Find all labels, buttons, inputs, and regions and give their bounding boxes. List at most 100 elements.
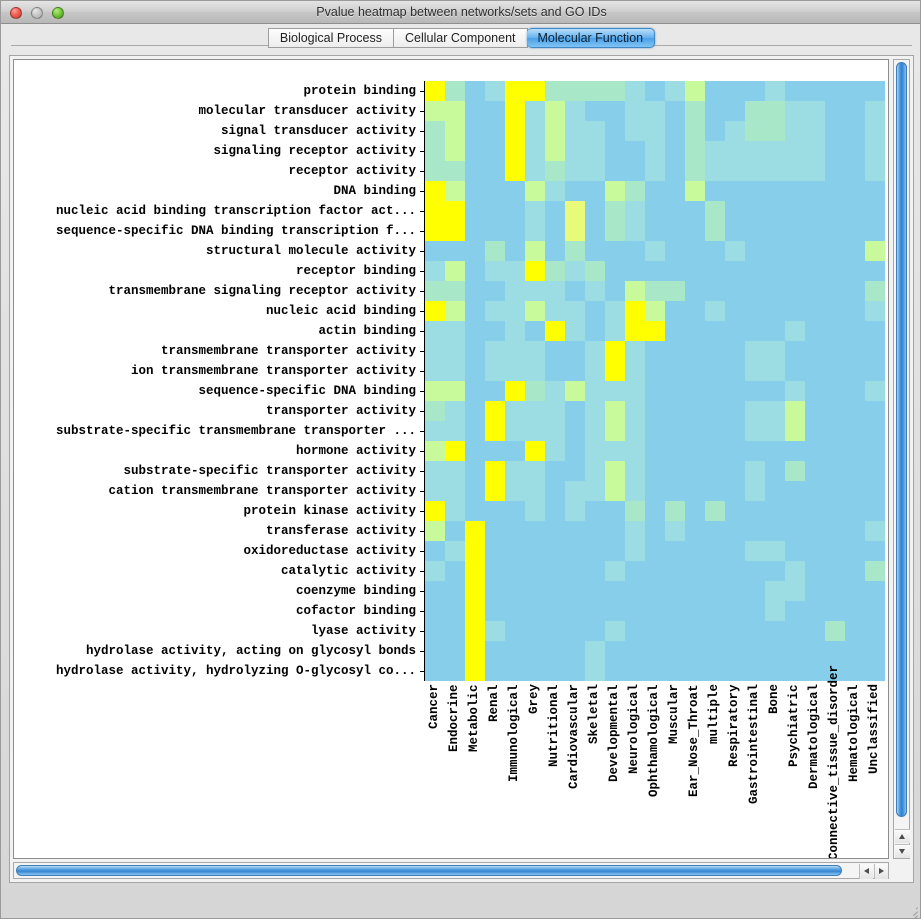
heatmap-cell[interactable]: [705, 101, 725, 121]
heatmap-cell[interactable]: [425, 281, 445, 301]
heatmap-cell[interactable]: [485, 241, 505, 261]
heatmap-cell[interactable]: [445, 561, 465, 581]
heatmap-cell[interactable]: [825, 421, 845, 441]
heatmap-cell[interactable]: [865, 81, 885, 101]
heatmap-cell[interactable]: [865, 461, 885, 481]
heatmap-cell[interactable]: [685, 81, 705, 101]
heatmap-cell[interactable]: [605, 321, 625, 341]
heatmap-cell[interactable]: [505, 201, 525, 221]
heatmap-cell[interactable]: [625, 81, 645, 101]
heatmap-cell[interactable]: [545, 121, 565, 141]
heatmap-cell[interactable]: [725, 501, 745, 521]
heatmap-cell[interactable]: [785, 401, 805, 421]
heatmap-cell[interactable]: [605, 281, 625, 301]
heatmap-cell[interactable]: [725, 181, 745, 201]
heatmap-cell[interactable]: [505, 81, 525, 101]
heatmap-cell[interactable]: [605, 661, 625, 681]
heatmap-cell[interactable]: [545, 221, 565, 241]
heatmap-cell[interactable]: [765, 321, 785, 341]
heatmap-cell[interactable]: [625, 341, 645, 361]
heatmap-cell[interactable]: [605, 541, 625, 561]
heatmap-cell[interactable]: [525, 541, 545, 561]
heatmap-cell[interactable]: [605, 161, 625, 181]
heatmap-cell[interactable]: [625, 621, 645, 641]
heatmap-cell[interactable]: [705, 141, 725, 161]
heatmap-cell[interactable]: [785, 621, 805, 641]
heatmap-cell[interactable]: [525, 261, 545, 281]
heatmap-cell[interactable]: [485, 141, 505, 161]
heatmap-cell[interactable]: [725, 241, 745, 261]
heatmap-cell[interactable]: [825, 381, 845, 401]
heatmap-cell[interactable]: [445, 101, 465, 121]
heatmap-cell[interactable]: [505, 341, 525, 361]
heatmap-cell[interactable]: [485, 641, 505, 661]
heatmap-cell[interactable]: [545, 301, 565, 321]
heatmap-cell[interactable]: [865, 321, 885, 341]
heatmap-cell[interactable]: [845, 201, 865, 221]
heatmap-cell[interactable]: [765, 521, 785, 541]
heatmap-cell[interactable]: [445, 581, 465, 601]
heatmap-cell[interactable]: [525, 581, 545, 601]
heatmap-cell[interactable]: [645, 621, 665, 641]
heatmap-cell[interactable]: [785, 81, 805, 101]
heatmap-cell[interactable]: [625, 461, 645, 481]
heatmap-cell[interactable]: [725, 121, 745, 141]
heatmap-cell[interactable]: [705, 181, 725, 201]
heatmap-cell[interactable]: [765, 421, 785, 441]
heatmap-cell[interactable]: [605, 361, 625, 381]
heatmap-cell[interactable]: [445, 381, 465, 401]
heatmap-cell[interactable]: [525, 281, 545, 301]
heatmap-cell[interactable]: [705, 541, 725, 561]
heatmap-cell[interactable]: [585, 201, 605, 221]
heatmap-cell[interactable]: [685, 321, 705, 341]
heatmap-cell[interactable]: [425, 141, 445, 161]
heatmap-cell[interactable]: [585, 641, 605, 661]
heatmap-cell[interactable]: [645, 461, 665, 481]
heatmap-cell[interactable]: [865, 621, 885, 641]
heatmap-cell[interactable]: [485, 361, 505, 381]
heatmap-cell[interactable]: [545, 661, 565, 681]
heatmap-cell[interactable]: [805, 141, 825, 161]
heatmap-cell[interactable]: [685, 421, 705, 441]
heatmap-cell[interactable]: [805, 601, 825, 621]
heatmap-cell[interactable]: [525, 501, 545, 521]
heatmap-cell[interactable]: [585, 661, 605, 681]
heatmap-cell[interactable]: [685, 501, 705, 521]
heatmap-cell[interactable]: [745, 161, 765, 181]
heatmap-cell[interactable]: [505, 181, 525, 201]
heatmap-cell[interactable]: [705, 221, 725, 241]
heatmap-cell[interactable]: [445, 121, 465, 141]
heatmap-cell[interactable]: [865, 301, 885, 321]
heatmap-cell[interactable]: [825, 301, 845, 321]
heatmap-cell[interactable]: [625, 281, 645, 301]
heatmap-cell[interactable]: [625, 661, 645, 681]
heatmap-cell[interactable]: [685, 161, 705, 181]
heatmap-cell[interactable]: [665, 241, 685, 261]
heatmap-cell[interactable]: [465, 121, 485, 141]
heatmap-cell[interactable]: [625, 141, 645, 161]
heatmap-cell[interactable]: [465, 301, 485, 321]
heatmap-cell[interactable]: [805, 661, 825, 681]
heatmap-cell[interactable]: [545, 341, 565, 361]
heatmap-cell[interactable]: [625, 421, 645, 441]
heatmap-cell[interactable]: [845, 181, 865, 201]
heatmap-cell[interactable]: [805, 161, 825, 181]
heatmap-cell[interactable]: [785, 561, 805, 581]
heatmap-cell[interactable]: [765, 141, 785, 161]
heatmap-cell[interactable]: [845, 221, 865, 241]
heatmap-cell[interactable]: [545, 201, 565, 221]
heatmap-cell[interactable]: [685, 281, 705, 301]
heatmap-cell[interactable]: [425, 181, 445, 201]
heatmap-cell[interactable]: [665, 341, 685, 361]
heatmap-cell[interactable]: [605, 81, 625, 101]
heatmap-cell[interactable]: [465, 381, 485, 401]
heatmap-cell[interactable]: [545, 521, 565, 541]
heatmap-cell[interactable]: [765, 261, 785, 281]
heatmap-cell[interactable]: [625, 201, 645, 221]
heatmap-cell[interactable]: [465, 641, 485, 661]
heatmap-cell[interactable]: [585, 181, 605, 201]
heatmap-cell[interactable]: [785, 521, 805, 541]
heatmap-cell[interactable]: [645, 81, 665, 101]
heatmap-cell[interactable]: [565, 481, 585, 501]
heatmap-cell[interactable]: [785, 181, 805, 201]
